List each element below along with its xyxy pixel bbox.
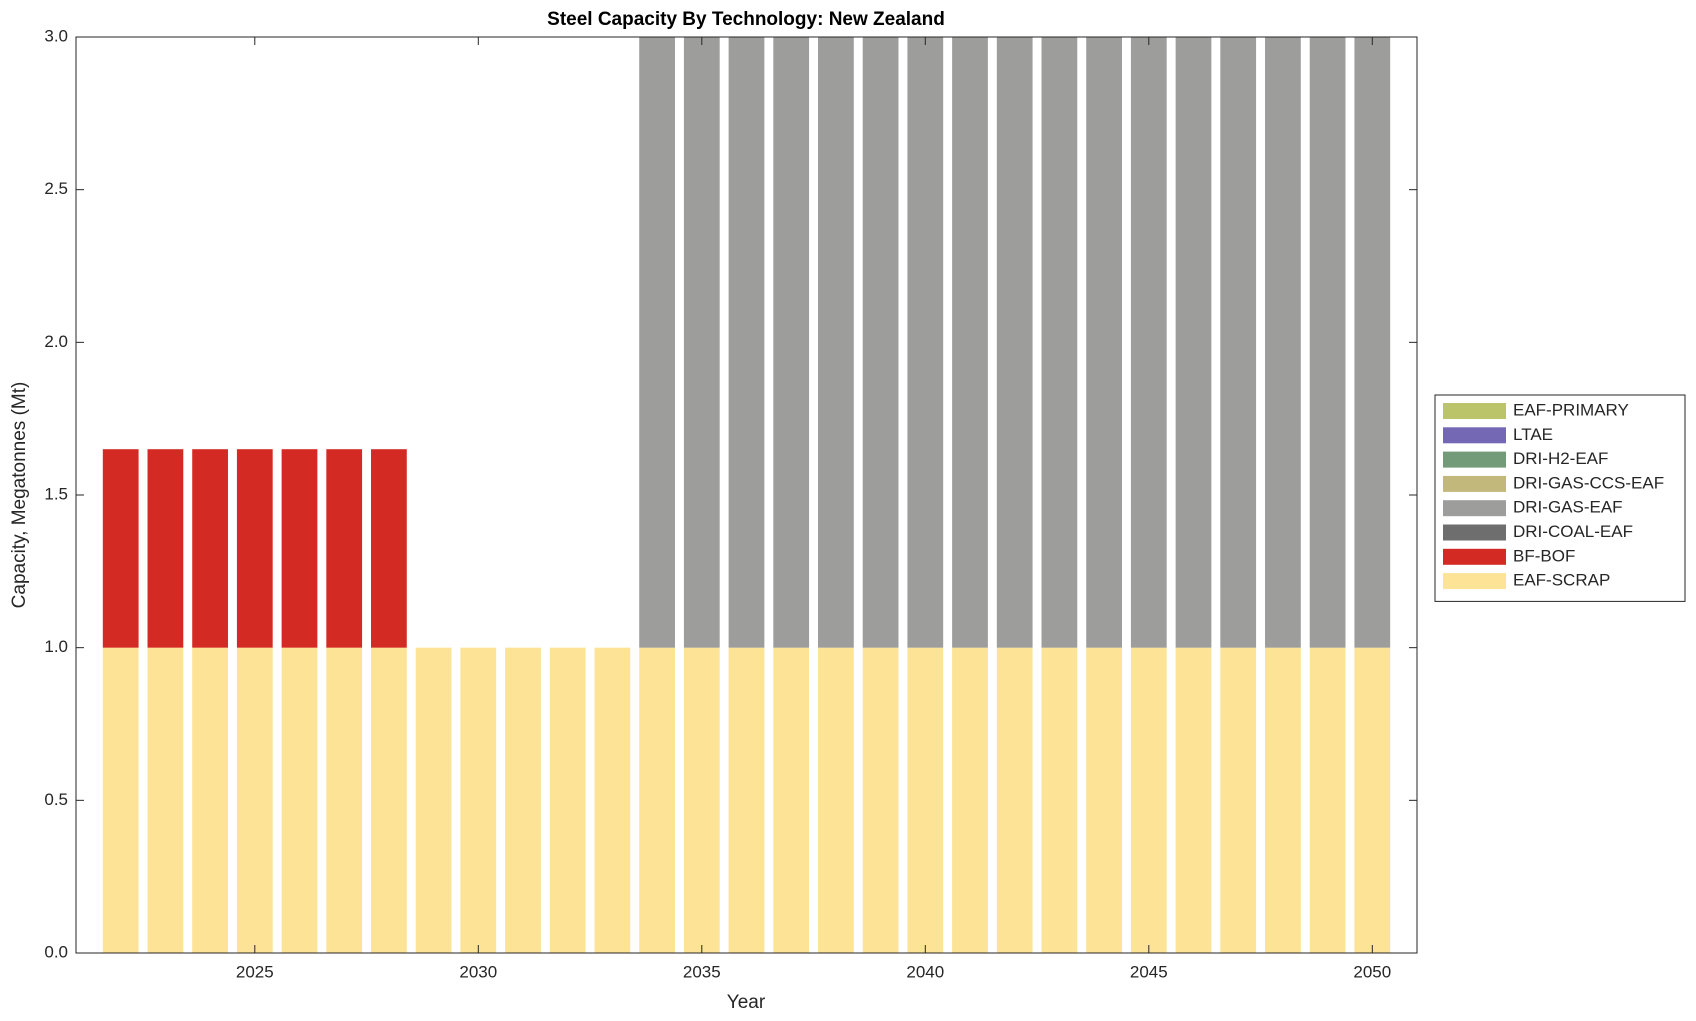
y-tick-label: 0.0 bbox=[44, 942, 68, 961]
bar-segment bbox=[1265, 647, 1301, 953]
bar-segment bbox=[1309, 37, 1346, 648]
x-tick-label: 2045 bbox=[1130, 962, 1168, 981]
bar-segment bbox=[236, 647, 273, 953]
bar-segment bbox=[1130, 647, 1167, 953]
bar-segment bbox=[818, 37, 854, 648]
bar-segment bbox=[1309, 647, 1346, 953]
bar-segment bbox=[952, 37, 988, 648]
legend-label: DRI-GAS-CCS-EAF bbox=[1513, 473, 1664, 492]
bar-segment bbox=[594, 647, 631, 953]
bar-segment bbox=[192, 647, 228, 953]
bar-segment bbox=[1175, 647, 1212, 953]
bar-segment bbox=[728, 647, 765, 953]
bar-segment bbox=[907, 37, 944, 648]
bar-segment bbox=[683, 37, 720, 648]
bar-segment bbox=[862, 647, 899, 953]
bar-segment bbox=[326, 647, 363, 953]
bar-segment bbox=[326, 449, 363, 648]
bar-segment bbox=[102, 449, 139, 648]
bar-segment bbox=[1130, 37, 1167, 648]
bar-segment bbox=[639, 647, 675, 953]
legend-label: LTAE bbox=[1513, 425, 1553, 444]
y-tick-label: 3.0 bbox=[44, 26, 68, 45]
bar-segment bbox=[1354, 37, 1391, 648]
bar-segment bbox=[1086, 647, 1122, 953]
bar-segment bbox=[1220, 647, 1257, 953]
legend-label: DRI-H2-EAF bbox=[1513, 449, 1608, 468]
chart-title: Steel Capacity By Technology: New Zealan… bbox=[547, 9, 945, 30]
legend-swatch bbox=[1443, 500, 1506, 517]
bar-segment bbox=[236, 449, 273, 648]
bar-segment bbox=[818, 647, 854, 953]
x-tick-label: 2040 bbox=[906, 962, 944, 981]
y-tick-label: 2.5 bbox=[44, 179, 68, 198]
x-tick-label: 2035 bbox=[683, 962, 721, 981]
bar-segment bbox=[683, 647, 720, 953]
legend-label: DRI-GAS-EAF bbox=[1513, 498, 1623, 517]
bar-segment bbox=[505, 647, 541, 953]
legend-swatch bbox=[1443, 573, 1506, 590]
y-axis-label: Capacity, Megatonnes (Mt) bbox=[9, 382, 30, 609]
bar-segment bbox=[147, 449, 184, 648]
bar-segment bbox=[728, 37, 765, 648]
bar-segment bbox=[192, 449, 228, 648]
legend-swatch bbox=[1443, 524, 1506, 541]
bar-segment bbox=[281, 647, 318, 953]
bar-segment bbox=[952, 647, 988, 953]
legend-swatch bbox=[1443, 427, 1506, 444]
bar-segment bbox=[639, 37, 675, 648]
bar-segment bbox=[773, 37, 810, 648]
legend-label: DRI-COAL-EAF bbox=[1513, 522, 1633, 541]
bar-segment bbox=[907, 647, 944, 953]
x-tick-label: 2030 bbox=[459, 962, 497, 981]
y-tick-label: 1.0 bbox=[44, 637, 68, 656]
x-tick-label: 2050 bbox=[1353, 962, 1391, 981]
x-axis-label: Year bbox=[727, 992, 766, 1013]
legend-swatch bbox=[1443, 451, 1506, 468]
x-tick-label: 2025 bbox=[236, 962, 274, 981]
legend-swatch bbox=[1443, 475, 1506, 492]
bar-segment bbox=[371, 647, 407, 953]
bar-segment bbox=[281, 449, 318, 648]
bar-segment bbox=[1086, 37, 1122, 648]
bar-segment bbox=[415, 647, 452, 953]
bar-segment bbox=[862, 37, 899, 648]
legend-swatch bbox=[1443, 548, 1506, 565]
bar-segment bbox=[1041, 647, 1078, 953]
bar-segment bbox=[1265, 37, 1301, 648]
bar-segment bbox=[1354, 647, 1391, 953]
bar-segment bbox=[371, 449, 407, 648]
bar-segment bbox=[549, 647, 586, 953]
bar-segment bbox=[102, 647, 139, 953]
bar-segment bbox=[1220, 37, 1257, 648]
bar-segment bbox=[996, 647, 1033, 953]
legend-label: BF-BOF bbox=[1513, 546, 1575, 565]
legend-swatch bbox=[1443, 403, 1506, 419]
y-tick-label: 2.0 bbox=[44, 332, 68, 351]
bar-segment bbox=[460, 647, 497, 953]
bar-segment bbox=[1041, 37, 1078, 648]
bar-segment bbox=[996, 37, 1033, 648]
bar-segment bbox=[1175, 37, 1212, 648]
y-tick-label: 1.5 bbox=[44, 484, 68, 503]
bar-segment bbox=[773, 647, 810, 953]
legend-label: EAF-SCRAP bbox=[1513, 571, 1610, 590]
legend-label: EAF-PRIMARY bbox=[1513, 400, 1629, 419]
y-tick-label: 0.5 bbox=[44, 790, 68, 809]
bar-segment bbox=[147, 647, 184, 953]
